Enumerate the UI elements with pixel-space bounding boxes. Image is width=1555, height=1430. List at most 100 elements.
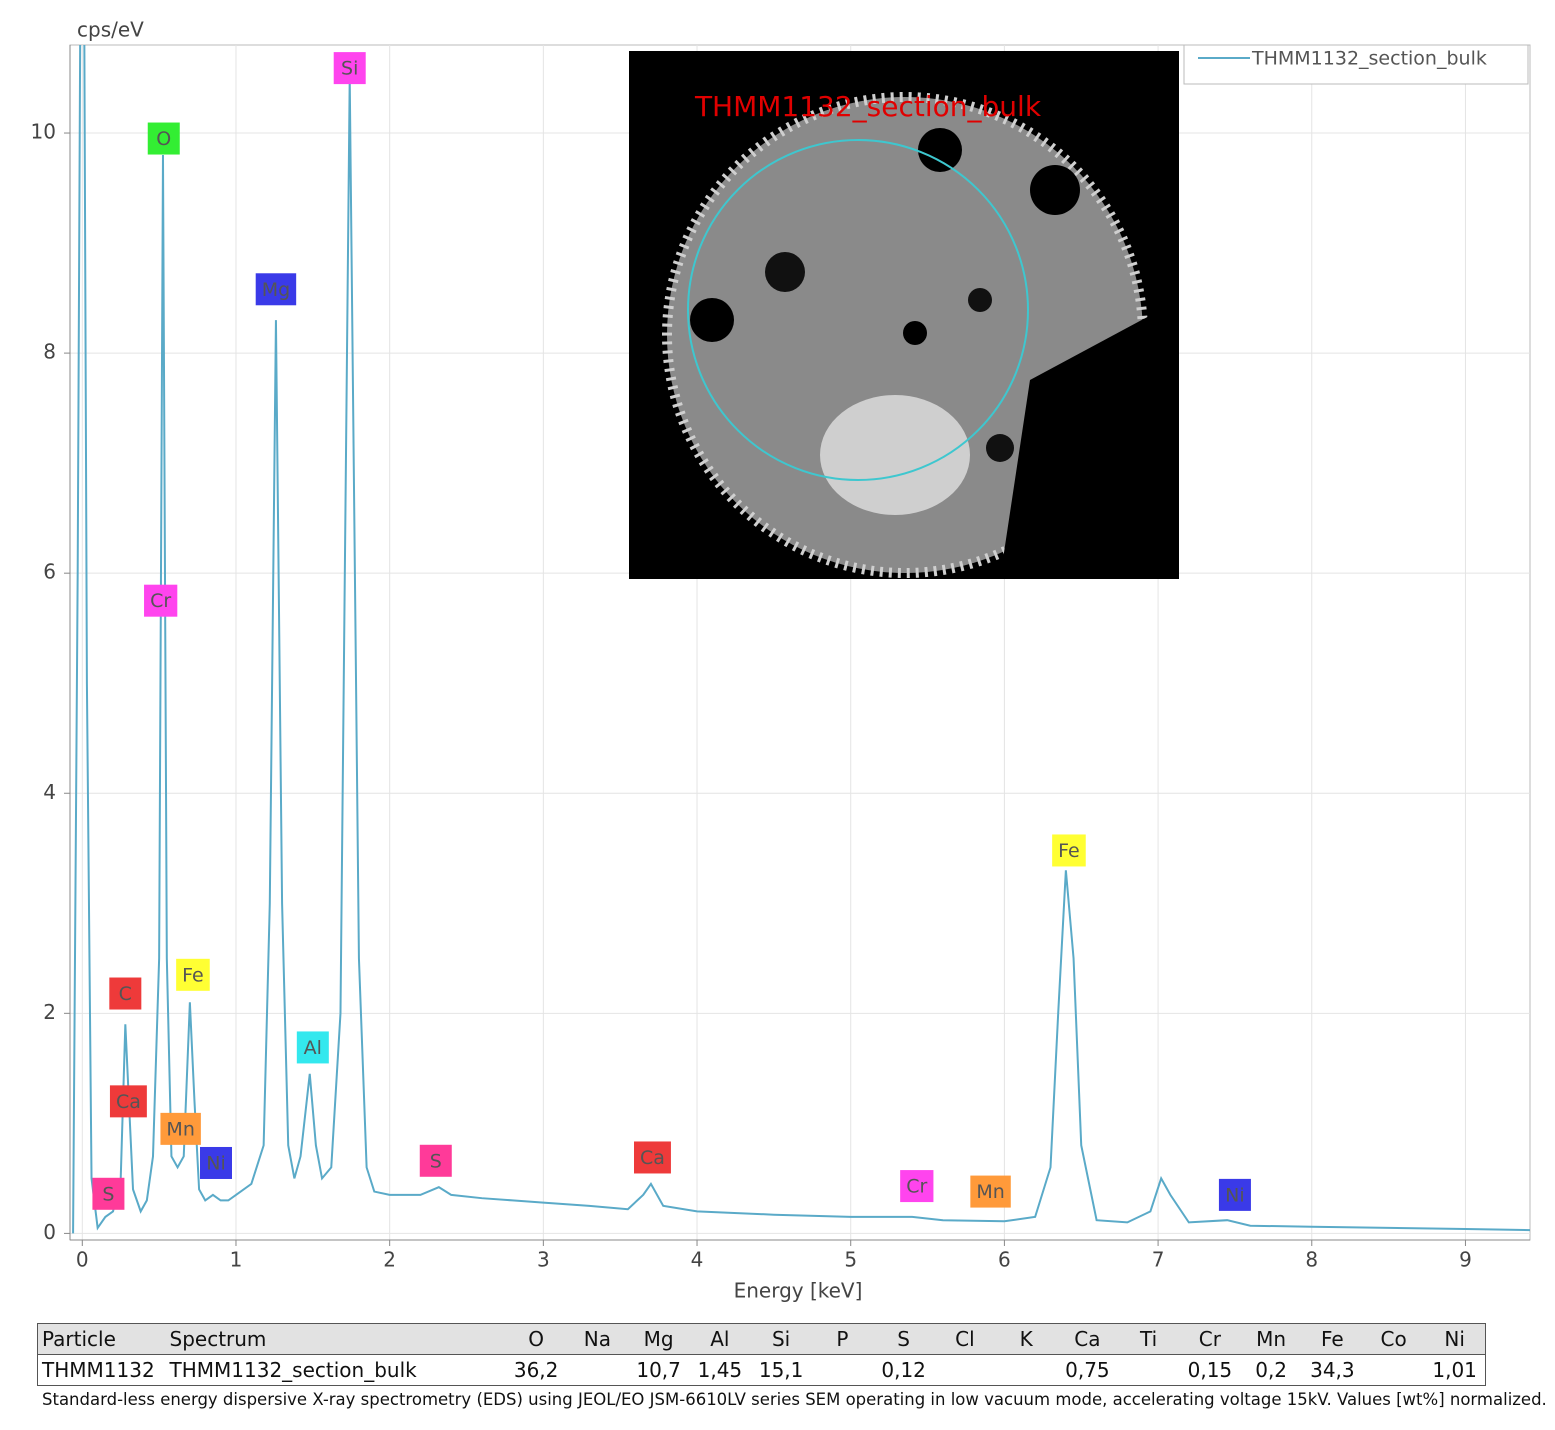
peak-label-box <box>1052 834 1086 867</box>
peak-label: S <box>430 1150 442 1172</box>
table-cell <box>1363 1355 1424 1386</box>
table-cell: 15,1 <box>758 1358 804 1382</box>
pore <box>903 321 927 345</box>
peak-label: O <box>156 128 171 150</box>
column-header: Spectrum <box>165 1323 506 1355</box>
y-tick-label: 6 <box>43 560 56 584</box>
pore <box>986 434 1014 462</box>
table-body: THMM1132 THMM1132_section_bulk 36,2 10,7 1,4… <box>38 1355 1486 1386</box>
peak-label: Ca <box>116 1091 141 1113</box>
peak-label-box <box>333 52 366 85</box>
y-tick-label: 4 <box>43 780 56 804</box>
column-header: P <box>811 1323 873 1355</box>
table-cell: THMM1132 <box>42 1358 155 1382</box>
x-tick-label: 6 <box>998 1248 1011 1272</box>
pore <box>690 298 734 342</box>
column-header: S <box>873 1323 935 1355</box>
peak-label-box <box>144 584 178 617</box>
table-cell: 0,15 <box>1187 1358 1233 1382</box>
y-axis-label: cps/eV <box>77 18 144 42</box>
peak-label: Fe <box>182 964 204 986</box>
table-cell: 34,3 <box>1310 1358 1355 1382</box>
column-header: Na <box>566 1323 628 1355</box>
table-cell: 1,01 <box>1432 1358 1477 1382</box>
peak-label: C <box>119 983 132 1005</box>
peak-label-box <box>109 977 142 1010</box>
column-header: Mn <box>1240 1323 1302 1355</box>
inclusion <box>820 395 970 515</box>
table-header: Particle Spectrum O Na Mg Al Si P S Cl K Ca Ti Cr Mn Fe… <box>37 1323 1486 1355</box>
peak-label-box <box>419 1144 452 1177</box>
table-cell: 10,7 <box>636 1358 681 1382</box>
peak-label: Fe <box>1058 840 1080 862</box>
peak-label-box <box>634 1141 671 1174</box>
table-cell: 0,2 <box>1255 1358 1288 1382</box>
table-cell: 36,2 <box>513 1358 559 1382</box>
column-header: K <box>995 1323 1057 1355</box>
x-tick-label: 9 <box>1459 1248 1472 1272</box>
particle-edge <box>1000 300 1179 579</box>
legend: THMM1132_section_bulk <box>1183 44 1529 85</box>
table-cell <box>996 1355 1057 1386</box>
peak-label-box <box>255 273 297 306</box>
x-tick-label: 1 <box>230 1248 243 1272</box>
peak-label-box <box>92 1177 125 1210</box>
table-cell <box>934 1355 995 1386</box>
peak-label-box <box>1218 1178 1251 1211</box>
inset-image: THMM1132_section_bulk <box>629 51 1179 579</box>
table-cell <box>812 1355 873 1386</box>
legend-label: THMM1132_section_bulk <box>1251 48 1487 70</box>
peak-label: Si <box>341 58 358 80</box>
peak-label: Ni <box>1225 1184 1245 1206</box>
peak-label: Mn <box>976 1181 1004 1203</box>
column-header: Particle <box>37 1323 166 1355</box>
chart: THMM1132_section_bulk Si O Mg Cr Fe Fe C Al Ca Mn… <box>31 18 1531 1303</box>
peak-label-box <box>970 1175 1011 1208</box>
peak-label: Mn <box>166 1118 194 1140</box>
peak-label-box <box>109 1085 147 1118</box>
column-header: Si <box>750 1323 812 1355</box>
peak-label: Ni <box>206 1152 226 1174</box>
column-header: Co <box>1363 1323 1425 1355</box>
inset-label: THMM1132_section_bulk <box>694 90 1042 123</box>
table-cell: 1,45 <box>697 1358 743 1382</box>
y-tick-label: 10 <box>31 120 56 144</box>
series <box>72 45 1530 1234</box>
results-table: Particle Spectrum O Na Mg Al Si P S Cl K Ca Ti Cr Mn Fe… <box>37 1323 1486 1386</box>
legend-box <box>1183 44 1529 85</box>
x-axis-label: Energy [keV] <box>734 1279 863 1303</box>
y-tick-label: 8 <box>43 340 56 364</box>
x-tick-label: 5 <box>844 1248 857 1272</box>
peak-label: Cr <box>150 590 171 612</box>
pore <box>1030 165 1080 215</box>
peak-label: Al <box>304 1037 322 1059</box>
y-tick-label: 0 <box>43 1220 56 1244</box>
x-tick-label: 3 <box>537 1248 550 1272</box>
x-tick-label: 0 <box>76 1248 89 1272</box>
peak-label-box <box>160 1112 201 1145</box>
table-row: THMM1132 THMM1132_section_bulk 36,2 10,7 1,4… <box>38 1355 1486 1386</box>
y-tick-label: 2 <box>43 1000 56 1024</box>
table-cell <box>1118 1355 1179 1386</box>
peak-label-box <box>147 122 180 155</box>
column-header: Cr <box>1179 1323 1241 1355</box>
peak-label: Cr <box>906 1176 927 1198</box>
column-header: Ca <box>1056 1323 1118 1355</box>
x-tick-label: 4 <box>691 1248 704 1272</box>
peak-label: Mg <box>262 279 290 301</box>
pore <box>765 252 805 292</box>
peak-label: Ca <box>640 1147 665 1169</box>
column-header: Cl <box>934 1323 996 1355</box>
column-header: Al <box>689 1323 751 1355</box>
peak-label-box <box>176 958 210 991</box>
x-tick-label: 8 <box>1305 1248 1318 1272</box>
peak-label-box <box>296 1031 329 1064</box>
pore <box>968 288 992 312</box>
pore <box>918 128 962 172</box>
column-header: Ni <box>1424 1323 1486 1355</box>
table-cell: 0,75 <box>1065 1358 1110 1382</box>
x-tick-label: 2 <box>383 1248 396 1272</box>
peak-label: S <box>102 1183 114 1205</box>
peak-labels: Si O Mg Cr Fe Fe C Al Ca Mn Ni S S Ca Cr Mn Ni <box>92 52 1251 1211</box>
